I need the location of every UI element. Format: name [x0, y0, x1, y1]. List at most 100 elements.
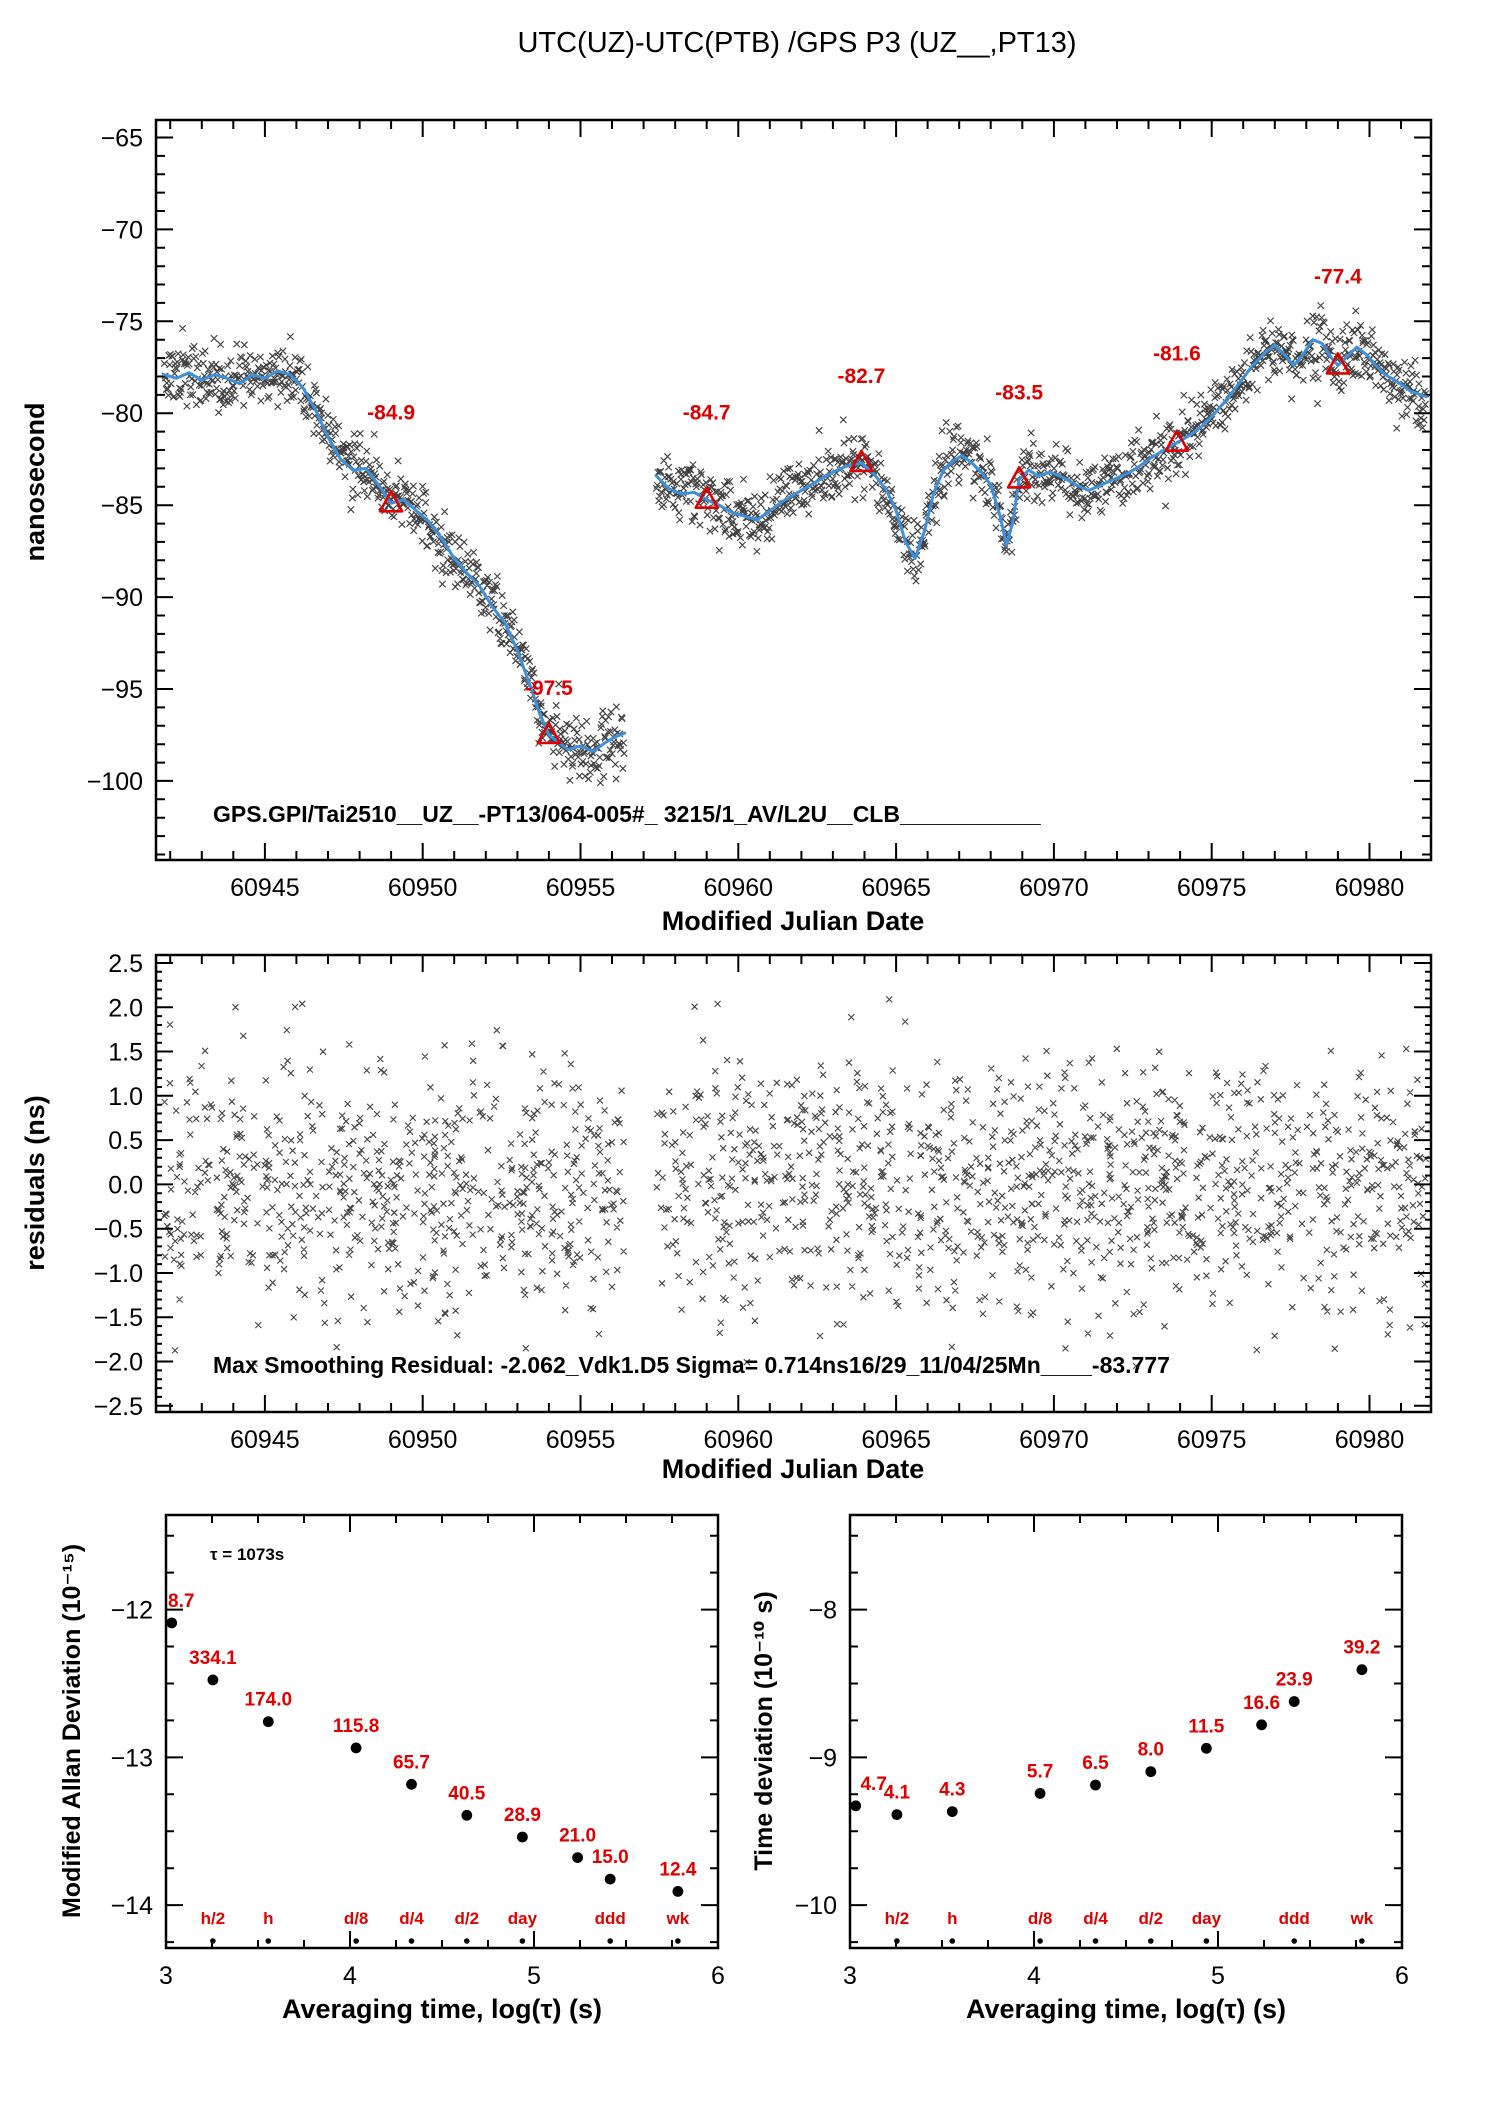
pivot-value-label: -84.9 [367, 401, 415, 424]
y-tick-label: −75 [101, 308, 143, 336]
tick-labels: 60945 60950 60955 60960 60965 60970 60975 60980… [94, 950, 1405, 1454]
deviation-point [262, 1716, 274, 1728]
pivot-triangle-marker [1325, 352, 1351, 375]
smoothing-residual-annotation: Max Smoothing Residual: -2.062_Vdk1.D5 S… [213, 1352, 1170, 1378]
phase-panel: nanosecond Modified Julian Date GPS.GPI/… [20, 118, 1433, 936]
y-tick-label: −13 [111, 1744, 153, 1772]
deviation-value-label: 23.9 [1276, 1670, 1313, 1691]
deviation-value-label: 39.2 [1343, 1638, 1380, 1659]
deviation-point [1288, 1696, 1300, 1707]
smoothed-line [162, 369, 627, 753]
mdev-panel: Modified Allan Deviation (10⁻¹⁵) Averagi… [58, 1513, 725, 2024]
panel-frame [154, 118, 1433, 862]
y-tick-label: −65 [101, 125, 143, 153]
deviation-point [350, 1742, 362, 1754]
deviation-value-label: 11.5 [1188, 1716, 1224, 1737]
deviation-value-label: 21.0 [559, 1826, 596, 1847]
tau-tick-dot [464, 1938, 470, 1944]
y-tick-label: 2.0 [108, 994, 143, 1022]
y-tick-label: −95 [101, 676, 143, 704]
deviation-value-label: 8.0 [1138, 1740, 1164, 1761]
residuals-y-axis-label: residuals (ns) [20, 1095, 50, 1271]
tick-labels: 3 4 5 6 −14 −13 −12 [111, 1597, 725, 1990]
deviation-point [1356, 1664, 1368, 1676]
residuals-x-axis-label: Modified Julian Date [662, 1454, 925, 1484]
deviation-value-label: 15.0 [592, 1847, 629, 1868]
tau-tick-dot [607, 1938, 613, 1944]
tau-mark-label: ddd [1279, 1909, 1310, 1928]
tau-mark-label: d/8 [344, 1909, 369, 1928]
tau-tick-dot [265, 1938, 272, 1944]
phase-y-axis-label: nanosecond [20, 402, 50, 561]
y-tick-label: −8 [808, 1597, 837, 1625]
measurement-scatter [160, 301, 1430, 787]
deviation-point [1256, 1719, 1267, 1731]
tau-tick-dot [408, 1938, 415, 1944]
tau-tick-dot [1291, 1938, 1297, 1944]
axis-ticks [849, 1515, 1403, 1948]
deviation-point [572, 1852, 583, 1863]
deviation-point [604, 1873, 616, 1885]
tau-tick-dot [949, 1938, 956, 1944]
mdev-x-axis-label: Averaging time, log(τ) (s) [282, 1994, 602, 2024]
y-tick-label: −12 [111, 1597, 153, 1625]
deviation-point [946, 1806, 958, 1817]
x-tick-label: 60955 [546, 1426, 616, 1454]
y-tick-label: 2.5 [108, 950, 143, 978]
tau-tick-dot [1037, 1938, 1043, 1944]
deviation-value-label: 115.8 [333, 1716, 380, 1737]
tau-tick-dot [675, 1938, 681, 1944]
residual-scatter [161, 996, 1430, 1370]
tau-mark-label: day [508, 1909, 538, 1928]
tau-mark-label: wk [1350, 1909, 1374, 1928]
axis-ticks [165, 1515, 719, 1948]
y-tick-label: −2.0 [94, 1349, 143, 1377]
deviation-value-label: 6.5 [1082, 1753, 1109, 1774]
y-tick-label: −10 [795, 1892, 837, 1920]
tau-mark-label: day [1192, 1909, 1222, 1928]
panel-frame [154, 953, 1433, 1414]
deviation-value-label: 65.7 [393, 1752, 430, 1773]
tau-mark-label: d/2 [455, 1909, 480, 1928]
deviation-point [672, 1886, 684, 1897]
tau-tick-dot [210, 1938, 216, 1944]
tick-labels: 60945 60950 60955 60960 60965 60970 60975 60980… [87, 125, 1405, 903]
y-tick-label: −1.5 [94, 1304, 143, 1332]
pivot-value-label: -81.6 [1153, 343, 1201, 366]
pivot-triangle-marker [378, 490, 404, 513]
x-tick-label: 60970 [1019, 874, 1089, 902]
x-tick-label: 3 [843, 1962, 857, 1990]
y-tick-label: −9 [808, 1744, 837, 1772]
y-tick-label: 1.5 [108, 1039, 143, 1067]
pivot-value-label: -83.5 [995, 381, 1043, 404]
smoothed-line [654, 338, 1428, 560]
tau-mark-label: d/4 [1083, 1909, 1108, 1928]
x-tick-label: 60975 [1177, 1426, 1247, 1454]
panel-frame [164, 1513, 720, 1950]
deviation-point [517, 1831, 528, 1843]
deviation-point [1090, 1779, 1101, 1791]
y-tick-label: −80 [101, 400, 143, 428]
deviation-point [1034, 1788, 1046, 1799]
axis-ticks [156, 120, 1431, 860]
tau-mark-label: h [263, 1909, 273, 1928]
tdev-x-axis-label: Averaging time, log(τ) (s) [966, 1994, 1286, 2024]
x-tick-label: 60960 [704, 874, 774, 902]
x-tick-label: 60980 [1335, 1426, 1405, 1454]
pivot-value-label: -84.7 [683, 402, 731, 425]
mdev-y-axis-label: Modified Allan Deviation (10⁻¹⁵) [58, 1544, 86, 1918]
x-tick-label: 60955 [546, 874, 616, 902]
deviation-point [207, 1674, 219, 1686]
pivot-value-label: -82.7 [837, 365, 885, 388]
tdev-panel: Time deviation (10⁻¹⁰ s) Averaging time,… [750, 1513, 1409, 2024]
deviation-point [461, 1809, 473, 1821]
tau-tick-dot [1148, 1938, 1154, 1944]
pivot-triangle-marker [536, 721, 562, 745]
x-tick-label: 5 [1211, 1962, 1225, 1990]
y-tick-label: −1.0 [94, 1260, 143, 1288]
deviation-value-label: 28.9 [504, 1805, 541, 1826]
panel-frame [848, 1513, 1404, 1950]
x-tick-label: 60945 [230, 874, 300, 902]
